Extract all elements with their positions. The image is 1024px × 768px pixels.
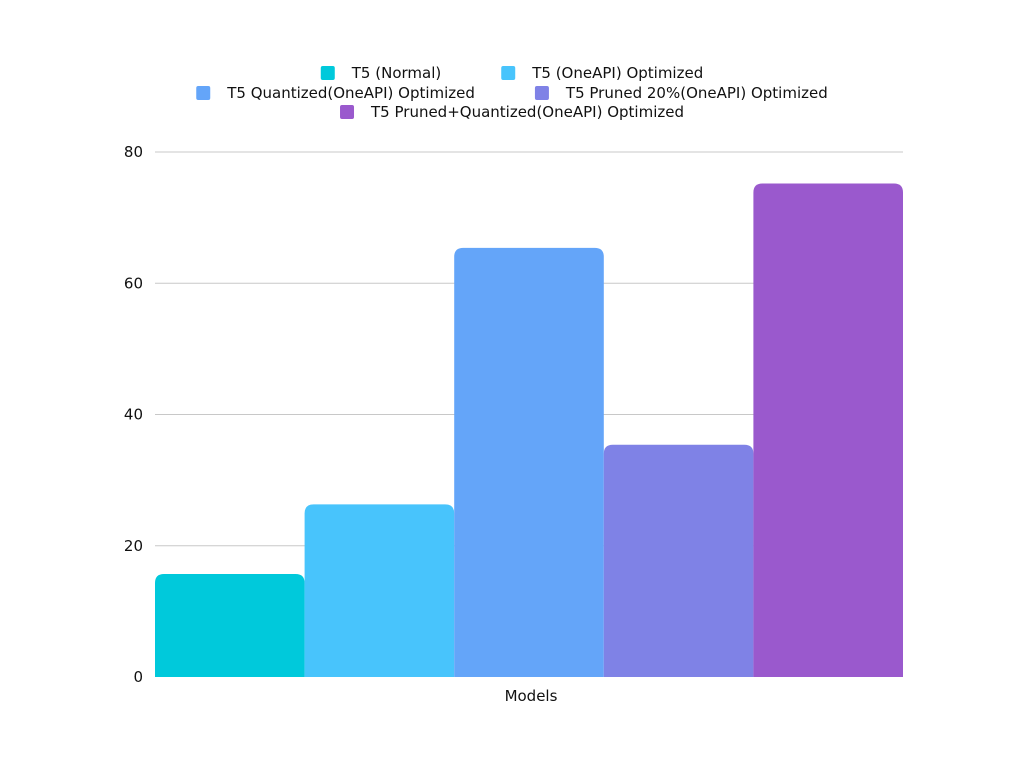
legend-label: T5 Pruned 20%(OneAPI) Optimized: [565, 84, 828, 102]
legend: T5 (Normal) T5 (OneAPI) Optimized T5 Quant…: [196, 64, 828, 121]
legend-swatch: [340, 105, 355, 119]
legend-label: T5 (Normal): [351, 64, 441, 82]
legend-label: T5 Quantized(OneAPI) Optimized: [226, 84, 475, 102]
bar-3: [454, 247, 604, 677]
bar-1: [155, 573, 305, 677]
bars: [155, 183, 903, 677]
bar-5: [753, 183, 903, 677]
y-tick-label: 40: [124, 406, 143, 424]
y-tick-label: 0: [133, 668, 143, 686]
legend-swatch: [196, 86, 211, 100]
legend-swatch: [501, 66, 516, 80]
bar-4: [603, 444, 754, 677]
legend-swatch: [320, 66, 335, 80]
legend-label: T5 (OneAPI) Optimized: [531, 64, 703, 82]
legend-label: T5 Pruned+Quantized(OneAPI) Optimized: [370, 103, 684, 121]
y-tick-label: 20: [124, 537, 143, 555]
bar-2: [304, 504, 455, 677]
y-tick-label: 60: [124, 274, 143, 292]
x-axis-label: Models: [505, 687, 558, 705]
y-tick-label: 80: [124, 143, 143, 161]
y-axis: 0 20 40 60 80: [124, 143, 143, 686]
legend-swatch: [534, 86, 549, 100]
